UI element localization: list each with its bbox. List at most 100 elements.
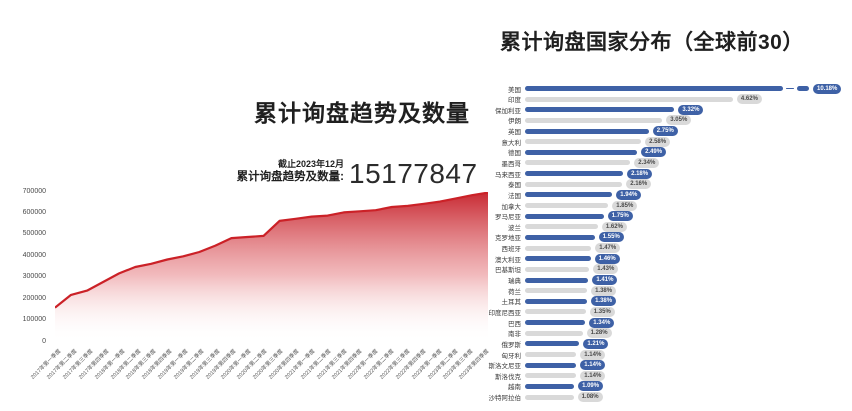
percentage-badge: 2.49% <box>641 147 667 158</box>
country-bar <box>525 330 583 336</box>
percentage-badge: 1.94% <box>616 189 642 200</box>
country-label: 荷兰 <box>508 288 521 296</box>
percentage-badge: 1.08% <box>577 392 603 403</box>
bar-row: 印度 4.62% <box>460 94 850 105</box>
percentage-badge: 1.14% <box>580 360 606 371</box>
bar-row: 加拿大 1.85% <box>460 200 850 211</box>
y-tick-label: 700000 <box>22 187 46 195</box>
country-label: 法国 <box>508 192 521 200</box>
bar-row: 墨西哥 2.34% <box>460 157 850 168</box>
country-label: 巴西 <box>508 320 521 328</box>
percentage-badge: 1.28% <box>586 328 612 339</box>
area-fill <box>55 192 488 342</box>
percentage-badge: 2.34% <box>634 157 660 168</box>
bar-row: 泰国 2.16% <box>460 179 850 190</box>
country-bar <box>525 288 588 294</box>
bar-row: 波兰 1.62% <box>460 221 850 232</box>
percentage-badge: 1.75% <box>607 211 633 222</box>
trend-chart-title: 累计询盘趋势及数量 <box>254 100 470 126</box>
country-label: 德国 <box>508 150 521 158</box>
country-bar <box>525 224 598 230</box>
country-bar <box>525 277 589 283</box>
country-label: 马来西亚 <box>495 171 521 179</box>
percentage-badge: 1.21% <box>583 338 609 349</box>
percentage-badge: 1.35% <box>589 306 615 317</box>
y-tick-label: 400000 <box>22 251 46 259</box>
country-bar <box>525 234 595 240</box>
country-bar <box>525 139 642 145</box>
bar-row: 克罗地亚 1.55% <box>460 232 850 243</box>
country-bar <box>525 128 649 134</box>
country-bar <box>525 96 733 102</box>
country-bar <box>525 373 577 379</box>
country-label: 保加利亚 <box>495 107 521 115</box>
bar-row: 澳大利亚 1.46% <box>460 253 850 264</box>
stat-text-block: 截止2023年12月 累计询盘趋势及数量: <box>140 159 344 185</box>
country-bar-segment <box>797 86 809 91</box>
country-label: 瑞典 <box>508 278 521 286</box>
percentage-badge: 1.38% <box>591 285 617 296</box>
bar-row: 斯洛伐克 1.14% <box>460 370 850 381</box>
percentage-badge: 2.16% <box>626 179 652 190</box>
bar-row: 瑞典 1.41% <box>460 275 850 286</box>
bar-row: 越南 1.09% <box>460 381 850 392</box>
country-bar <box>525 149 638 155</box>
country-bar <box>525 394 574 400</box>
country-bar <box>525 352 577 358</box>
y-tick-label: 500000 <box>22 230 46 238</box>
country-label: 美国 <box>508 86 521 94</box>
bar-row: 土耳其 1.38% <box>460 296 850 307</box>
country-label: 斯洛伐克 <box>495 373 521 381</box>
percentage-badge: 1.09% <box>578 381 604 392</box>
country-bar <box>525 309 586 315</box>
total-inquiries-value: 15177847 <box>349 158 478 189</box>
country-bar <box>525 320 586 326</box>
country-label: 越南 <box>508 384 521 392</box>
country-label: 印度 <box>508 97 521 105</box>
bar-row: 伊朗 3.05% <box>460 115 850 126</box>
percentage-badge: 1.47% <box>595 243 621 254</box>
percentage-badge: 2.75% <box>652 126 678 137</box>
country-bar <box>525 160 631 166</box>
country-bar-chart: 美国 10.18% 印度 4.62% 保加利亚 3.32% 伊朗 3.05% 英国 2.75% 意大… <box>460 83 850 403</box>
country-bar <box>525 213 604 219</box>
bar-row: 俄罗斯 1.21% <box>460 338 850 349</box>
country-label: 俄罗斯 <box>501 341 522 349</box>
country-label: 澳大利亚 <box>495 256 521 264</box>
country-label: 南非 <box>508 331 521 339</box>
bar-row: 斯洛文尼亚 1.14% <box>460 360 850 371</box>
bar-row: 巴西 1.34% <box>460 317 850 328</box>
area-chart-plot <box>55 192 488 342</box>
percentage-badge: 1.34% <box>589 317 615 328</box>
trend-line <box>55 192 488 309</box>
country-bar <box>525 117 663 123</box>
bar-row: 印度尼西亚 1.35% <box>460 306 850 317</box>
country-label: 墨西哥 <box>501 160 522 168</box>
country-label: 土耳其 <box>501 299 522 307</box>
country-label: 印度尼西亚 <box>488 309 522 317</box>
bar-row: 南非 1.28% <box>460 328 850 339</box>
country-label: 波兰 <box>508 224 521 232</box>
percentage-badge: 2.58% <box>645 136 671 147</box>
bar-row: 德国 2.49% <box>460 147 850 158</box>
bar-row: 巴基斯坦 1.43% <box>460 264 850 275</box>
country-label: 斯洛文尼亚 <box>488 363 522 371</box>
country-bar <box>525 256 591 262</box>
country-bar <box>525 266 590 272</box>
country-label: 克罗地亚 <box>495 235 521 243</box>
percentage-badge: 4.62% <box>736 94 762 105</box>
country-bar-segment <box>525 86 783 91</box>
total-inquiries-label: 累计询盘趋势及数量: <box>236 171 344 184</box>
bar-row: 保加利亚 3.32% <box>460 104 850 115</box>
bar-row: 英国 2.75% <box>460 126 850 137</box>
bar-row: 西班牙 1.47% <box>460 243 850 254</box>
country-bar <box>525 203 609 209</box>
bar-row: 罗马尼亚 1.75% <box>460 211 850 222</box>
country-label: 沙特阿拉伯 <box>488 395 522 403</box>
percentage-badge: 1.85% <box>612 200 638 211</box>
y-tick-label: 0 <box>42 337 46 345</box>
percentage-badge: 3.32% <box>678 104 704 115</box>
axis-break-dash <box>786 87 794 90</box>
country-label: 巴基斯坦 <box>495 267 521 275</box>
